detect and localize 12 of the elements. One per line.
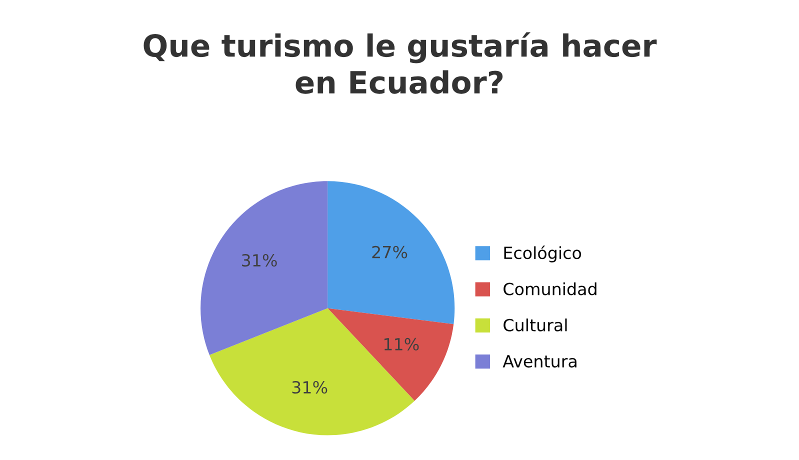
pie-slice [200,181,328,355]
data-label: 27% [372,246,408,258]
legend-label: Aventura [502,355,576,368]
pie-slice [328,181,455,324]
legend-label: Comunidad [504,282,596,296]
data-label: 31% [242,254,277,267]
data-label: 11% [384,338,419,351]
legend-label: Ecológico [504,246,582,262]
chart-title: Que turismo le gustaría hacer en Ecuador? [144,32,657,94]
pie-slice [328,308,454,401]
data-label: 31% [292,381,328,394]
legend-label: Cultural [504,318,567,332]
